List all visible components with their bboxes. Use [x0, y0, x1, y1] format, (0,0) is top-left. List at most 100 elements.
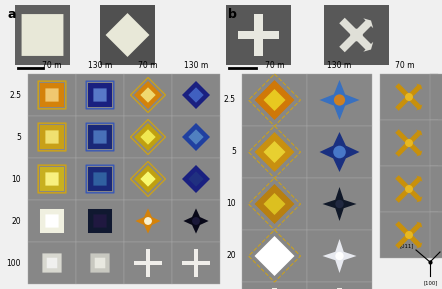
- Bar: [172, 116, 220, 158]
- FancyBboxPatch shape: [22, 14, 63, 56]
- Bar: [182, 261, 210, 265]
- FancyBboxPatch shape: [47, 258, 57, 268]
- Polygon shape: [188, 129, 204, 145]
- Bar: [76, 200, 124, 242]
- Bar: [172, 74, 220, 116]
- Polygon shape: [182, 123, 210, 151]
- Text: 70 m: 70 m: [42, 61, 62, 70]
- Polygon shape: [135, 208, 160, 234]
- Bar: [242, 74, 307, 126]
- FancyArrow shape: [395, 83, 423, 110]
- Bar: [242, 230, 307, 282]
- Polygon shape: [183, 208, 209, 234]
- Bar: [28, 116, 76, 158]
- Bar: [134, 261, 162, 265]
- Bar: [430, 120, 442, 166]
- Text: 70 m: 70 m: [395, 61, 415, 70]
- Bar: [194, 249, 198, 277]
- Circle shape: [405, 231, 413, 239]
- Bar: [124, 158, 172, 200]
- Circle shape: [405, 185, 413, 193]
- Bar: [15, 5, 70, 65]
- Text: 130 m: 130 m: [88, 61, 112, 70]
- Bar: [172, 158, 220, 200]
- FancyBboxPatch shape: [46, 214, 59, 228]
- Polygon shape: [182, 165, 210, 193]
- Polygon shape: [134, 81, 162, 109]
- Bar: [254, 14, 263, 55]
- Bar: [28, 200, 76, 242]
- FancyBboxPatch shape: [93, 130, 107, 144]
- Bar: [307, 126, 372, 178]
- Polygon shape: [255, 184, 294, 224]
- Text: 10: 10: [11, 175, 21, 184]
- Polygon shape: [323, 239, 357, 273]
- Text: 70 m: 70 m: [265, 61, 284, 70]
- Bar: [307, 178, 372, 230]
- Bar: [380, 212, 438, 258]
- Polygon shape: [263, 141, 286, 163]
- Circle shape: [405, 139, 413, 147]
- Polygon shape: [140, 87, 156, 103]
- FancyBboxPatch shape: [46, 88, 59, 102]
- FancyBboxPatch shape: [90, 253, 110, 273]
- Text: 130 m: 130 m: [184, 61, 208, 70]
- Circle shape: [144, 217, 152, 225]
- Text: 2.5: 2.5: [224, 95, 236, 105]
- Polygon shape: [140, 171, 156, 187]
- Polygon shape: [323, 187, 357, 221]
- Bar: [430, 74, 442, 120]
- Bar: [76, 74, 124, 116]
- FancyBboxPatch shape: [93, 88, 107, 102]
- Bar: [226, 5, 291, 65]
- Bar: [124, 116, 172, 158]
- Polygon shape: [263, 89, 286, 111]
- Bar: [272, 288, 277, 289]
- Polygon shape: [255, 132, 294, 172]
- Bar: [307, 74, 372, 126]
- Bar: [242, 178, 307, 230]
- Circle shape: [405, 93, 413, 101]
- FancyBboxPatch shape: [88, 125, 112, 149]
- Circle shape: [335, 200, 344, 208]
- Circle shape: [192, 217, 200, 225]
- FancyBboxPatch shape: [42, 253, 61, 273]
- FancyBboxPatch shape: [93, 173, 107, 186]
- Bar: [324, 5, 389, 65]
- FancyBboxPatch shape: [46, 130, 59, 144]
- Polygon shape: [106, 13, 149, 57]
- Bar: [380, 74, 438, 120]
- Polygon shape: [188, 87, 204, 103]
- Polygon shape: [134, 165, 162, 193]
- Text: [100]: [100]: [424, 280, 438, 285]
- Polygon shape: [255, 80, 294, 120]
- FancyBboxPatch shape: [95, 258, 105, 268]
- Bar: [238, 31, 279, 39]
- Bar: [307, 282, 372, 289]
- Polygon shape: [255, 236, 294, 276]
- Circle shape: [334, 95, 345, 105]
- Bar: [380, 120, 438, 166]
- Bar: [146, 249, 150, 277]
- Polygon shape: [320, 80, 359, 120]
- Bar: [380, 166, 438, 212]
- Bar: [124, 242, 172, 284]
- FancyBboxPatch shape: [88, 83, 112, 107]
- Text: 20: 20: [226, 251, 236, 260]
- FancyArrow shape: [339, 18, 373, 52]
- Circle shape: [335, 252, 344, 260]
- Text: 10: 10: [226, 199, 236, 208]
- Text: 5: 5: [16, 132, 21, 142]
- Polygon shape: [182, 81, 210, 109]
- Bar: [172, 242, 220, 284]
- FancyBboxPatch shape: [40, 83, 64, 107]
- Polygon shape: [263, 245, 286, 267]
- FancyArrow shape: [339, 18, 373, 52]
- FancyBboxPatch shape: [93, 214, 107, 228]
- Polygon shape: [188, 171, 204, 187]
- FancyBboxPatch shape: [88, 167, 112, 191]
- Text: [011]: [011]: [400, 243, 414, 248]
- FancyBboxPatch shape: [40, 125, 64, 149]
- Bar: [28, 158, 76, 200]
- FancyArrow shape: [395, 129, 423, 156]
